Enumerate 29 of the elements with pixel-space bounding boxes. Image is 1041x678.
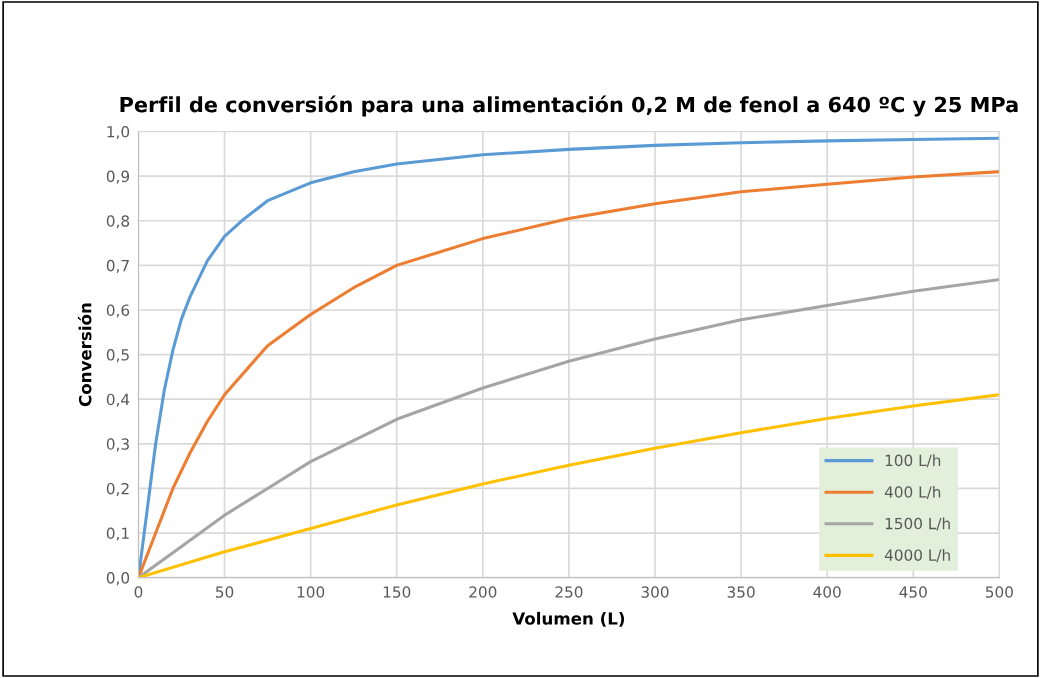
y-tick-label: 0,7: [106, 259, 129, 273]
y-tick-label: 0,9: [106, 170, 130, 184]
x-tick-label: 0: [134, 586, 143, 598]
x-tick-label: 400: [813, 586, 841, 598]
x-tick-label: 150: [383, 586, 411, 598]
legend-label: 400 L/h: [884, 485, 941, 499]
y-tick-label: 1,0: [107, 126, 130, 140]
y-axis-title: Conversión: [77, 303, 92, 407]
x-tick-label: 50: [216, 586, 234, 598]
y-tick-label: 0,6: [106, 304, 130, 318]
x-tick-label: 250: [555, 586, 583, 598]
x-tick-label: 500: [985, 586, 1013, 598]
legend-label: 100 L/h: [885, 454, 941, 468]
x-tick-label: 350: [727, 586, 755, 598]
y-tick-label: 0,3: [106, 438, 129, 452]
x-tick-label: 450: [899, 586, 927, 598]
x-tick-label: 300: [641, 586, 669, 598]
y-tick-label: 0,5: [106, 349, 129, 363]
legend-label: 1500 L/h: [885, 517, 950, 531]
y-tick-label: 0,0: [106, 572, 130, 586]
y-tick-label: 0,8: [106, 215, 130, 229]
x-tick-label: 200: [469, 586, 497, 598]
x-tick-label: 100: [297, 586, 325, 598]
y-tick-label: 0,2: [106, 482, 129, 497]
y-tick-label: 0,1: [106, 527, 129, 541]
y-tick-label: 0,4: [106, 393, 130, 407]
chart-title: Perfil de conversión para una alimentación 0,2 M de fenol a 640 ºC y 25 MPa: [120, 95, 1018, 117]
legend-label: 4000 L/h: [884, 549, 950, 563]
x-axis-title: Volumen (L): [512, 611, 625, 627]
